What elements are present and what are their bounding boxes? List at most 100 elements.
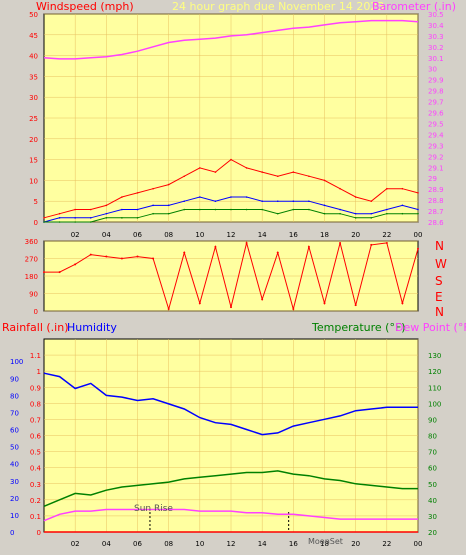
bottom-time-tick-10: 22 — [382, 540, 391, 548]
minimum-point-18 — [323, 212, 326, 215]
direction-point-24 — [417, 247, 419, 250]
direction-point-3 — [89, 253, 92, 256]
humidity-tick-2: 20 — [10, 495, 19, 503]
minimum-point-0 — [43, 221, 45, 223]
barometer-tick-9: 29.5 — [428, 120, 444, 128]
windspeed-tick-4: 20 — [29, 136, 38, 144]
average-point-14 — [261, 200, 263, 202]
temperature-axis: 20 30 40 50 60 70 80 90 100 110 120 130 — [428, 352, 441, 537]
average-point-9 — [183, 200, 186, 202]
top-time-tick-7: 16 — [289, 231, 298, 239]
top-time-tick-10: 22 — [382, 231, 391, 239]
bottom-time-axis: 02 04 06 08 10 12 14 16 18 20 22 00 — [71, 540, 423, 548]
bottom-time-tick-3: 08 — [164, 540, 173, 548]
direction-point-17 — [307, 245, 310, 248]
windspeed-tick-1: 5 — [34, 198, 38, 206]
minimum-point-21 — [370, 217, 373, 219]
direction-axis: 0 90 180 270 360 — [25, 238, 38, 316]
minimum-point-17 — [308, 208, 310, 211]
direction-point-10 — [198, 302, 201, 305]
top-series — [43, 19, 419, 223]
windspeed-tick-3: 15 — [29, 157, 38, 165]
windspeed-tick-0: 0 — [34, 219, 38, 227]
minimum-point-13 — [245, 208, 248, 211]
minimum-point-16 — [292, 208, 295, 211]
event-markers — [149, 512, 290, 532]
top-time-tick-2: 06 — [133, 231, 142, 239]
humidity-tick-10: 100 — [10, 358, 23, 366]
direction-tick-3: 270 — [25, 256, 38, 264]
top-time-tick-4: 10 — [195, 231, 204, 239]
windspeed-tick-6: 30 — [29, 94, 38, 102]
top-time-tick-6: 14 — [258, 231, 267, 239]
average-point-18 — [323, 204, 326, 207]
temperature-tick-11: 130 — [428, 352, 441, 360]
windspeed-tick-7: 35 — [29, 73, 38, 81]
gust-point-17 — [308, 175, 310, 178]
compass-e: E — [435, 290, 443, 304]
average-point-11 — [214, 200, 217, 202]
direction-point-6 — [136, 255, 139, 258]
barometer-tick-14: 30 — [428, 66, 437, 74]
average-point-13 — [245, 196, 248, 198]
gust-point-24 — [417, 192, 419, 194]
rainfall-tick-9: 0.9 — [30, 384, 41, 392]
gust-point-19 — [339, 187, 341, 190]
bottom-time-tick-7: 16 — [289, 540, 298, 548]
barometer-tick-19: 30.5 — [428, 11, 444, 19]
temperature-tick-8: 100 — [428, 400, 441, 408]
gust-point-23 — [401, 187, 404, 190]
temperature-label: Temperature (°F) — [311, 321, 406, 334]
minimum-point-1 — [58, 221, 61, 223]
barometer-tick-6: 29.2 — [428, 153, 444, 161]
average-point-8 — [167, 204, 170, 207]
direction-tick-4: 360 — [25, 238, 38, 246]
minimum-point-5 — [121, 217, 123, 219]
gust-point-14 — [261, 171, 263, 173]
direction-tick-0: 0 — [34, 308, 38, 316]
temperature-tick-5: 70 — [428, 449, 437, 457]
barometer-tick-16: 30.2 — [428, 44, 444, 52]
rainfall-tick-4: 0.4 — [30, 465, 42, 473]
average-point-24 — [417, 208, 419, 211]
windspeed-label: Windspeed (mph) — [36, 0, 134, 13]
rainfall-tick-7: 0.7 — [30, 416, 41, 424]
compass-w: W — [435, 257, 447, 271]
average-point-5 — [121, 208, 123, 211]
rainfall-tick-1: 0.1 — [30, 513, 41, 521]
windspeed-axis: 0 5 10 15 20 25 30 35 40 45 50 — [29, 11, 38, 227]
gust-point-5 — [121, 196, 123, 198]
top-time-tick-0: 02 — [71, 231, 80, 239]
temperature-tick-6: 80 — [428, 433, 437, 441]
direction-point-22 — [385, 241, 388, 244]
bottom-time-tick-2: 06 — [133, 540, 142, 548]
gust-point-20 — [354, 196, 357, 198]
gust-point-11 — [214, 171, 217, 173]
windspeed-tick-2: 10 — [29, 177, 38, 185]
direction-series — [43, 240, 419, 312]
direction-point-20 — [354, 304, 357, 307]
gust-point-9 — [183, 175, 186, 178]
average-point-21 — [370, 212, 373, 215]
series-barometer — [43, 19, 419, 60]
barometer-tick-7: 29.3 — [428, 142, 444, 150]
barometer-tick-2: 28.8 — [428, 197, 444, 205]
bottom-series — [43, 372, 418, 533]
rainfall-tick-5: 0.5 — [30, 449, 41, 457]
minimum-point-12 — [230, 208, 232, 211]
top-time-tick-3: 08 — [164, 231, 173, 239]
average-point-19 — [339, 208, 341, 211]
minimum-point-22 — [386, 212, 388, 215]
minimum-point-9 — [183, 208, 186, 211]
gust-point-18 — [323, 179, 326, 182]
top-time-axis: 02 04 06 08 10 12 14 16 18 20 22 00 — [71, 231, 423, 239]
humidity-tick-9: 90 — [10, 375, 19, 383]
gust-point-22 — [386, 187, 388, 190]
barometer-tick-5: 29.1 — [428, 164, 444, 172]
gust-point-13 — [245, 167, 248, 169]
direction-point-18 — [323, 302, 326, 305]
gust-point-12 — [230, 158, 232, 161]
barometer-tick-0: 28.6 — [428, 219, 444, 227]
temperature-tick-1: 30 — [428, 513, 437, 521]
average-point-7 — [152, 204, 154, 207]
